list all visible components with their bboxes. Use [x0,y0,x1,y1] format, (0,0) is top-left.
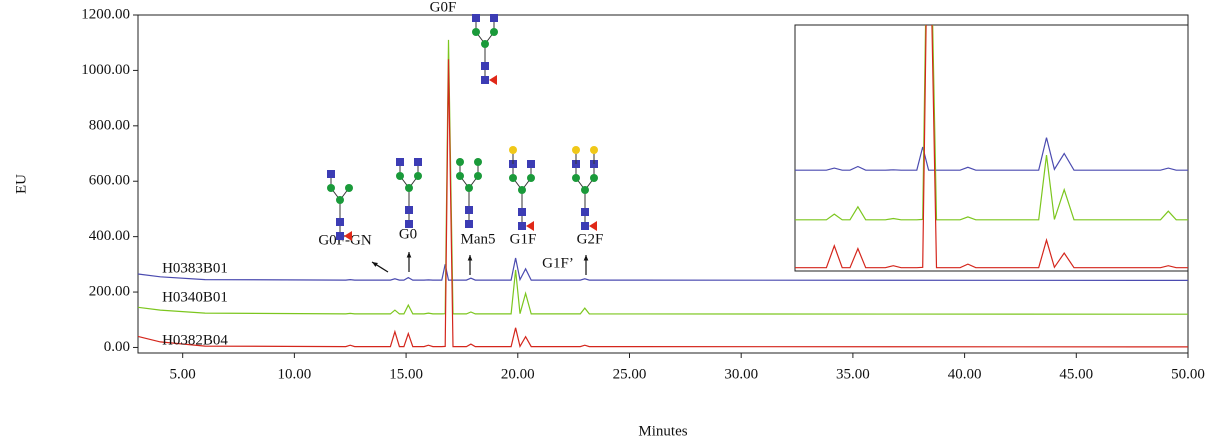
glcnac [336,232,344,240]
glcnac [465,206,473,214]
y-tick-label: 800.00 [89,117,130,133]
glcnac [465,220,473,228]
y-tick-label: 200.00 [89,283,130,299]
peak-label: G1F’ [542,255,574,271]
glcnac [336,218,344,226]
hexose [490,28,498,36]
series-line [795,137,1188,171]
hexose [509,174,517,182]
x-tick-label: 30.00 [724,366,758,382]
x-tick-label: 40.00 [948,366,982,382]
hexose [405,184,413,192]
x-tick-label: 15.00 [389,366,423,382]
fucose [489,75,497,85]
fucose [589,221,597,231]
hexose [474,172,482,180]
hexose [474,158,482,166]
hexose [465,184,473,192]
glcnac [581,208,589,216]
glcnac [327,170,335,178]
x-tick-label: 5.00 [170,366,196,382]
glcnac [414,158,422,166]
x-tick-label: 50.00 [1171,366,1205,382]
hexose [572,146,580,154]
series-label: H0340B01 [162,289,228,305]
hexose [396,172,404,180]
hexose [527,174,535,182]
y-axis-label: EU [13,174,29,194]
peak-label: G0F [430,0,457,15]
hexose [472,28,480,36]
fucose [526,221,534,231]
glcnac [527,160,535,168]
fucose [344,231,352,241]
peak-label: G1F [510,231,537,247]
series-line [795,25,1188,221]
hexose [518,186,526,194]
arrow-head [467,255,473,261]
hexose [414,172,422,180]
series-line [795,25,1188,269]
x-tick-label: 35.00 [836,366,870,382]
peak-label: G0 [399,226,417,242]
hexose [572,174,580,182]
series-line [137,39,1189,315]
series-label: H0382B04 [162,332,228,348]
glcnac [405,206,413,214]
hexose [345,184,353,192]
peak-label: G0F-GN [318,232,372,248]
glcnac [481,76,489,84]
glcnac [405,220,413,228]
x-tick-label: 45.00 [1059,366,1093,382]
x-tick-label: 20.00 [501,366,535,382]
arrow-head [406,252,412,258]
y-tick-label: 1200.00 [81,6,130,22]
hexose [590,146,598,154]
hexose [456,158,464,166]
hexose [336,196,344,204]
y-tick-label: 0.00 [104,339,130,355]
hexose [590,174,598,182]
arrow-head [372,262,378,267]
glcnac [518,208,526,216]
glcnac [518,222,526,230]
peak-label: G2F [577,231,604,247]
y-tick-label: 400.00 [89,228,130,244]
hexose [481,40,489,48]
series-line [137,257,1189,282]
x-axis-label: Minutes [638,423,687,439]
y-tick-label: 600.00 [89,173,130,189]
series-line [137,59,1189,349]
series-label: H0383B01 [162,260,228,276]
hexose [509,146,517,154]
hexose [581,186,589,194]
arrow-head [583,255,589,261]
hexose [327,184,335,192]
glcnac [472,14,480,22]
glcnac [396,158,404,166]
hexose [456,172,464,180]
y-tick-label: 1000.00 [81,62,130,78]
x-tick-label: 10.00 [278,366,312,382]
glcnac [490,14,498,22]
glcnac [581,222,589,230]
glcnac [481,62,489,70]
peak-label: Man5 [461,231,496,247]
x-tick-label: 25.00 [613,366,647,382]
inset-frame [794,24,1189,272]
